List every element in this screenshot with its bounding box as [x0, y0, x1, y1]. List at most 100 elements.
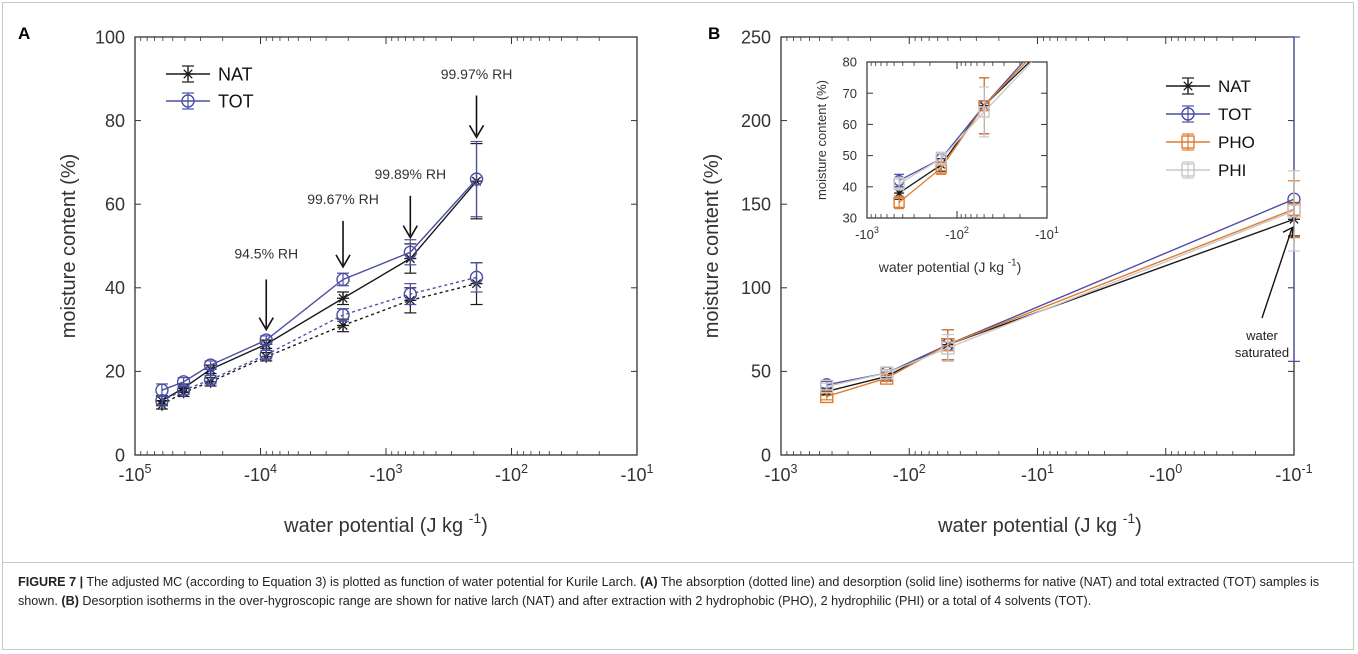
data-point [820, 389, 834, 404]
x-tick-label-base: -10 [1275, 465, 1301, 485]
series-line [826, 210, 1295, 388]
data-point [469, 172, 484, 186]
x-tick-label: -102 [945, 225, 969, 242]
y-tick-label: 60 [843, 117, 857, 132]
series-line [826, 218, 1295, 393]
series-line [161, 282, 477, 406]
legend-marker [1181, 135, 1195, 149]
rh-annotation: 94.5% RH [234, 246, 298, 332]
x-tick-label-exp: 1 [647, 462, 654, 476]
x-tick-label: -104 [244, 462, 277, 485]
y-tick-label: 200 [741, 111, 771, 131]
error-bar [941, 334, 954, 362]
x-tick-label-exp: 4 [270, 462, 277, 476]
panel-b-legend: NAT TOT PHO PHI [1160, 72, 1255, 186]
caption-text-1: The adjusted MC (according to Equation 3… [83, 575, 641, 589]
x-tick-label: -10-1 [1275, 462, 1312, 485]
annotation-arrowhead [402, 225, 419, 240]
y-tick-label: 150 [741, 195, 771, 215]
x-tick-label-base: -10 [244, 465, 270, 485]
inset-y-axis-label: moisture content (%) [814, 80, 829, 200]
legend-item-nat: NAT [166, 64, 253, 84]
caption-divider [2, 562, 1354, 563]
caption-label: FIGURE 7 | [18, 575, 84, 589]
x-tick-label-base: -10 [855, 227, 874, 242]
y-tick-label: 40 [105, 278, 125, 298]
legend-label: PHO [1218, 133, 1255, 152]
x-tick-label: -101 [1021, 462, 1054, 485]
data-point [879, 366, 894, 380]
annotation-label: 99.89% RH [375, 166, 447, 182]
panel-a: A moisture content (%) water potential (… [18, 24, 654, 537]
panel-b-y-axis-label: moisture content (%) [701, 154, 723, 339]
error-bar [894, 176, 905, 191]
data-point [893, 177, 905, 190]
x-tick-label-exp: 1 [1054, 225, 1059, 235]
legend-item-tot: TOT [1166, 105, 1252, 124]
legend-marker [182, 68, 194, 80]
y-tick-label: 40 [843, 179, 857, 194]
annotation-arrowhead [258, 317, 274, 332]
y-tick-label: 60 [105, 195, 125, 215]
panel-a-legend: NAT TOT [160, 55, 256, 119]
error-bar [894, 195, 905, 210]
data-point [337, 292, 350, 305]
series-line [898, 62, 1025, 182]
x-tick-label: -101 [1035, 225, 1059, 242]
annotation-arrowhead [1282, 226, 1294, 239]
x-tick-label-base: -10 [1149, 465, 1175, 485]
x-tick-label-exp: 1 [1047, 462, 1054, 476]
x-tick-label-base: -10 [1021, 465, 1047, 485]
x-tick-label-exp: 3 [874, 225, 879, 235]
legend-label: PHI [1218, 161, 1246, 180]
caption-text-2: The absorption (dotted line) and desorpt… [18, 575, 1320, 608]
inset-x-axis-label: water potential (J kg -1) [878, 258, 1022, 275]
xlabel-sup: -1 [469, 510, 482, 526]
x-tick-label-base: -10 [369, 465, 395, 485]
legend-label: NAT [218, 64, 253, 84]
y-tick-label: 20 [105, 362, 125, 382]
data-point [336, 272, 350, 287]
series-line [826, 208, 1295, 398]
x-tick-label: -103 [855, 225, 879, 242]
saturation-annotation: water saturated [1235, 226, 1294, 360]
panel-b: B moisture content (%) water potential (… [701, 24, 1313, 537]
error-bar [204, 374, 217, 385]
legend-label: NAT [1218, 77, 1251, 96]
panel-b-inset: moisture content (%) water potential (J … [814, 55, 1059, 275]
series-phi [820, 170, 1301, 394]
x-tick-label-exp: 3 [791, 462, 798, 476]
annotation-arrowhead [468, 124, 485, 139]
x-tick-label: -101 [620, 462, 653, 485]
error-bar [820, 382, 833, 391]
legend-item-pho: PHO [1166, 133, 1255, 152]
x-tick-label: -102 [893, 462, 926, 485]
x-tick-label: -103 [764, 462, 797, 485]
panel-a-label: A [18, 24, 30, 43]
caption-a-label: (A) [640, 575, 658, 589]
x-tick-label-base: -10 [620, 465, 646, 485]
series-line [898, 62, 1033, 185]
x-tick-label-base: -10 [1035, 227, 1054, 242]
rh-annotation: 99.67% RH [307, 191, 379, 269]
x-tick-label-base: -10 [893, 465, 919, 485]
y-tick-label: 250 [741, 27, 771, 47]
x-tick-label: -105 [118, 462, 151, 485]
figure-caption: FIGURE 7 | The adjusted MC (according to… [18, 573, 1343, 611]
y-tick-label: 100 [741, 278, 771, 298]
data-point [1287, 204, 1301, 218]
xlabel-sup: -1 [1008, 258, 1017, 269]
annotation-label: 99.67% RH [307, 191, 379, 207]
error-bar [470, 140, 483, 218]
panel-b-x-axis-label: water potential (J kg -1) [937, 510, 1142, 537]
series-line [898, 62, 1027, 203]
x-tick-label-exp: 3 [396, 462, 403, 476]
caption-text-3: Desorption isotherms in the over-hygrosc… [78, 594, 1092, 608]
legend-label: TOT [218, 91, 254, 111]
series-line [826, 198, 1295, 386]
error-bar [470, 262, 483, 293]
error-bar [404, 239, 417, 266]
legend-label: TOT [1218, 105, 1252, 124]
